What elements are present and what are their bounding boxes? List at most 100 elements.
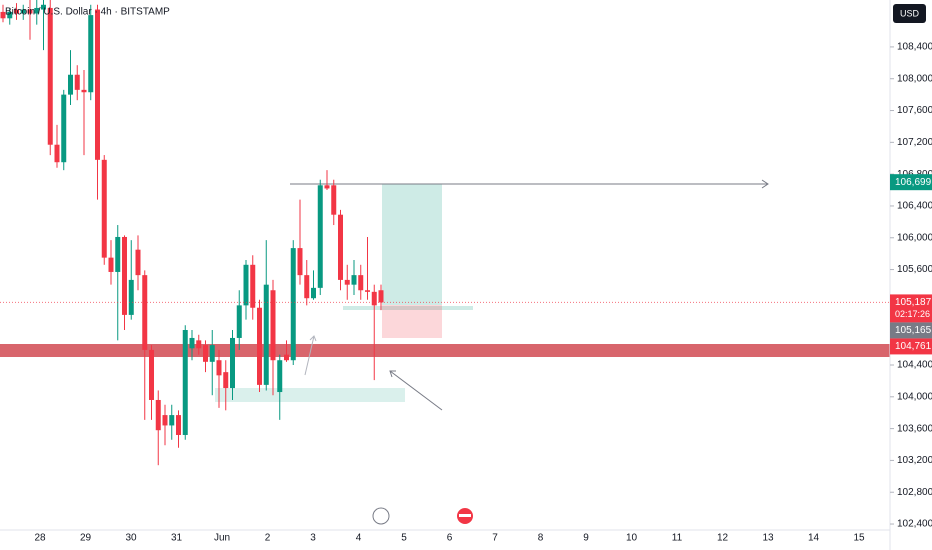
y-tick-label: 106,400 (897, 201, 932, 212)
candle-body (115, 236, 121, 272)
x-tick-label: 10 (626, 533, 638, 544)
y-tick-label: 107,200 (897, 137, 932, 148)
candles (0, 0, 890, 466)
x-tick-label: 29 (80, 533, 92, 544)
x-tick-label: Jun (214, 533, 230, 544)
candle-body (257, 307, 262, 385)
x-tick-label: 2 (265, 533, 271, 544)
candle-body (317, 185, 323, 288)
candle-body (290, 248, 296, 361)
candle-body (196, 340, 202, 349)
candle-body (270, 290, 276, 361)
candle-body (122, 236, 127, 315)
candle-body (101, 159, 107, 258)
candle-body (95, 9, 100, 160)
candle-body (88, 15, 94, 93)
y-tick-label: 108,000 (897, 73, 932, 84)
y-tick-label: 103,600 (897, 423, 932, 434)
flag-stripe (459, 514, 471, 517)
y-tick-label: 107,600 (897, 105, 932, 116)
stop-box (382, 305, 442, 338)
candle-body (338, 214, 343, 280)
candle-body (203, 345, 208, 362)
candle-body (331, 185, 337, 215)
candle-body (27, 9, 33, 14)
candle-body (149, 349, 154, 400)
candle-body (108, 257, 114, 272)
currency-button[interactable] (893, 4, 926, 23)
x-tick-label: 14 (808, 533, 820, 544)
x-tick-label: 12 (717, 533, 729, 544)
candle-body (169, 415, 175, 426)
candle-body (351, 275, 357, 285)
candle-body (155, 399, 161, 431)
candle-body (304, 275, 310, 299)
x-tick-label: 13 (762, 533, 774, 544)
candle-body (263, 284, 269, 385)
event-icon[interactable] (372, 507, 390, 525)
x-tick-label: 7 (492, 533, 498, 544)
arrow-head (389, 370, 396, 378)
candle-body (358, 275, 364, 291)
x-tick-label: 28 (34, 533, 46, 544)
candle-body (142, 275, 148, 350)
price-marker-label: 105,187 (895, 297, 932, 308)
candle-body (311, 287, 316, 299)
candle-body (14, 9, 19, 14)
y-tick-label: 104,000 (897, 391, 932, 402)
y-tick-label: 102,800 (897, 487, 932, 498)
candle-body (189, 337, 195, 349)
x-tick-label: 15 (853, 533, 865, 544)
candle-body (182, 330, 188, 435)
x-tick-label: 5 (401, 533, 407, 544)
candle-body (68, 74, 73, 95)
x-axis: 28 29 30 31 Jun 2 3 4 5 6 7 8 9 10 11 12 13 14 15 (34, 533, 865, 544)
candle-body (209, 345, 215, 362)
x-tick-label: 6 (447, 533, 453, 544)
candle-body (236, 305, 242, 338)
candle-body (297, 248, 303, 276)
candle-body (54, 144, 60, 163)
x-tick-label: 3 (310, 533, 316, 544)
x-tick-label: 9 (583, 533, 589, 544)
price-marker-label: 106,699 (895, 177, 932, 188)
candle-body (74, 74, 80, 90)
currency-label[interactable]: USD (900, 8, 920, 18)
y-tick-label: 103,200 (897, 455, 932, 466)
price-marker (890, 338, 932, 355)
arrow-head (761, 179, 769, 189)
candle-body (324, 185, 330, 189)
resistance-zone (0, 344, 890, 357)
candle-body (365, 290, 370, 292)
candle-body (47, 7, 53, 145)
candle-body (34, 7, 40, 14)
y-tick-label: 104,400 (897, 360, 932, 371)
candle-body (371, 291, 377, 306)
candle-body (250, 264, 256, 308)
candle-body (61, 94, 67, 163)
candle-body (135, 249, 141, 276)
entry-zone (343, 306, 473, 310)
candle-body (20, 9, 26, 14)
arrow (389, 370, 443, 411)
demand-zone (215, 388, 405, 402)
symbol-title: Bitcoin / U.S. Dollar · 4h · BITSTAMP (5, 7, 170, 18)
x-tick-label: 31 (171, 533, 183, 544)
y-tick-label: 102,400 (897, 519, 932, 530)
price-marker (890, 294, 932, 323)
countdown: 02:17:26 (895, 309, 930, 319)
candle-body (0, 11, 6, 19)
price-marker (890, 174, 932, 191)
target-box (382, 184, 442, 305)
candle-body (243, 264, 249, 306)
candle-body (344, 279, 350, 285)
candle-body (41, 4, 46, 10)
price-marker (890, 322, 932, 339)
y-tick-label: 108,400 (897, 42, 932, 53)
candle-body (223, 372, 229, 389)
candle-body (128, 279, 134, 315)
candle-body (277, 360, 283, 393)
